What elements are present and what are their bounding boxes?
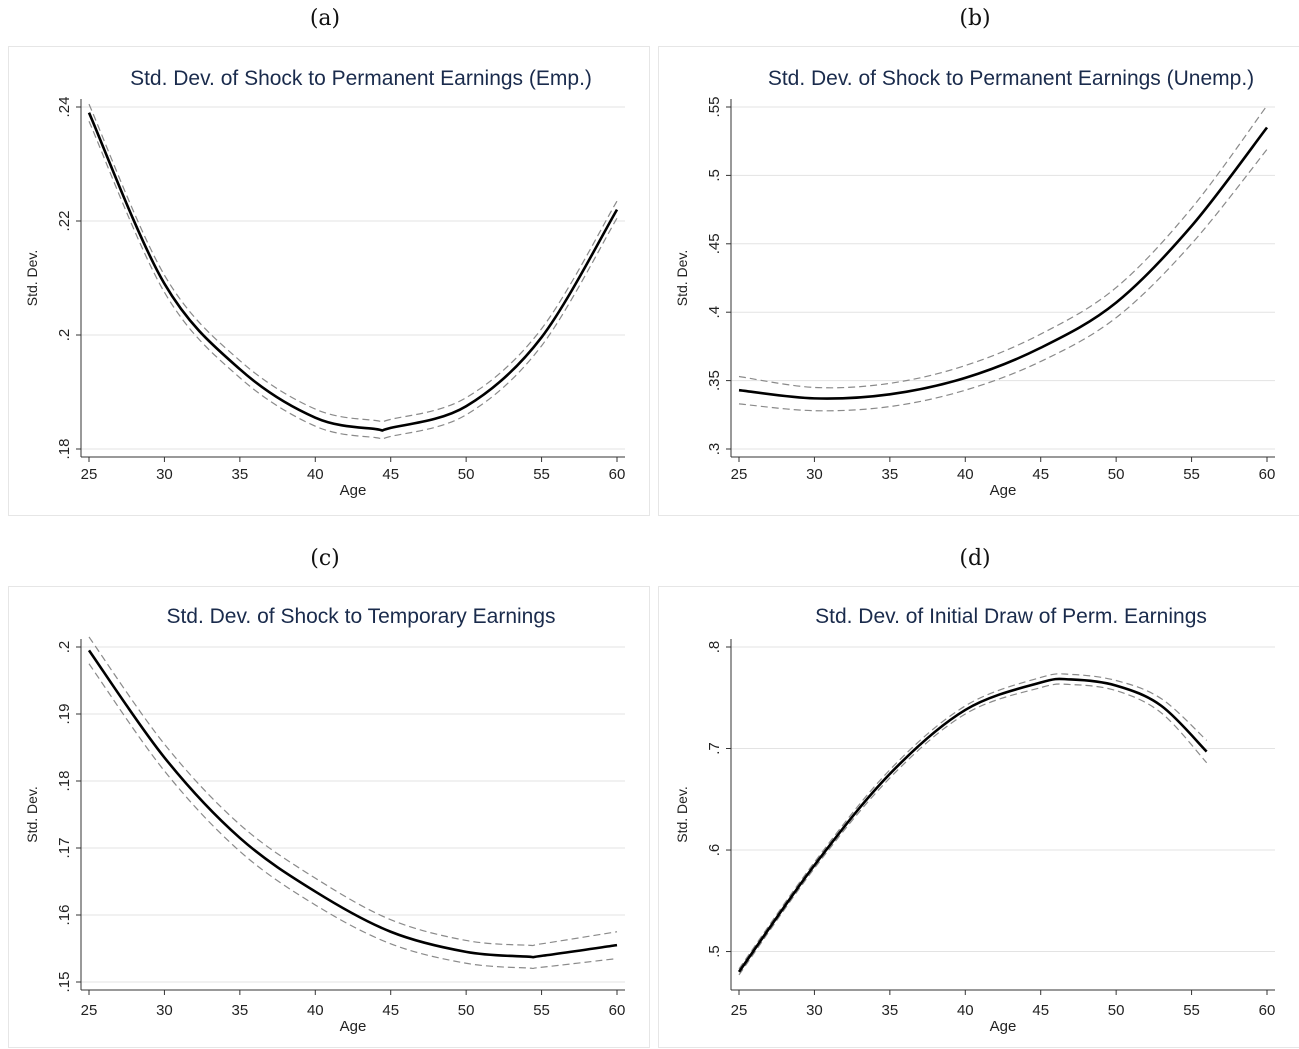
x-tick-label: 40 [957,1002,974,1019]
x-tick-label: 50 [458,1002,475,1019]
x-tick-label: 30 [806,1002,823,1019]
x-tick-label: 25 [81,466,98,483]
y-tick-label: .35 [706,370,723,391]
x-tick-label: 30 [156,1002,173,1019]
y-tick-label: .2 [56,329,73,342]
x-tick-label: 35 [882,1002,899,1019]
chart-d-svg: Std. Dev. of Initial Draw of Perm. Earni… [674,605,1276,1035]
lower-confidence-line [738,149,1268,412]
panel-label-b: (b) [959,6,991,31]
y-axis-label: Std. Dev. [24,250,40,307]
panel-label-c: (c) [310,546,340,571]
y-tick-label: .45 [706,233,723,254]
x-tick-label: 35 [882,466,899,483]
estimate-line [87,649,618,959]
y-tick-label: .4 [706,306,723,319]
chart-c-svg: Std. Dev. of Shock to Temporary Earnings… [24,605,626,1035]
panel-label-d: (d) [959,546,991,571]
x-tick-label: 50 [458,466,475,483]
y-tick-label: .8 [706,641,723,654]
x-tick-label: 40 [307,466,324,483]
x-tick-label: 25 [81,1002,98,1019]
y-tick-label: .22 [56,211,73,232]
x-tick-label: 35 [232,466,249,483]
y-tick-label: .17 [56,838,73,859]
y-tick-label: .24 [56,97,73,118]
x-axis-label: Age [340,1018,367,1035]
chart-panel-a: Std. Dev. of Shock to Permanent Earnings… [8,46,650,516]
x-tick-label: 45 [382,1002,399,1019]
x-tick-label: 45 [382,466,399,483]
x-tick-label: 30 [806,466,823,483]
chart-panel-c: Std. Dev. of Shock to Temporary Earnings… [8,586,650,1048]
y-tick-label: .15 [56,972,73,993]
x-tick-label: 35 [232,1002,249,1019]
y-tick-label: .2 [56,641,73,654]
y-axis-label: Std. Dev. [674,250,690,307]
x-tick-label: 60 [609,1002,626,1019]
x-tick-label: 25 [731,466,748,483]
y-tick-label: .19 [56,704,73,725]
upper-confidence-line [88,636,618,947]
x-tick-label: 40 [957,466,974,483]
lower-confidence-line [738,683,1208,976]
x-tick-label: 45 [1032,1002,1049,1019]
chart-a-svg: Std. Dev. of Shock to Permanent Earnings… [24,67,626,499]
chart-b-svg: Std. Dev. of Shock to Permanent Earnings… [674,67,1276,499]
panel-label-a: (a) [309,6,341,31]
upper-confidence-line [738,105,1268,389]
upper-confidence-line [738,673,1208,970]
x-tick-label: 60 [609,466,626,483]
y-tick-label: .18 [56,771,73,792]
y-tick-label: .6 [706,844,723,857]
x-tick-label: 60 [1259,1002,1276,1019]
estimate-line [87,112,619,432]
x-tick-label: 25 [731,1002,748,1019]
y-tick-label: .16 [56,905,73,926]
x-tick-label: 60 [1259,466,1276,483]
x-axis-label: Age [990,482,1017,499]
x-tick-label: 40 [307,1002,324,1019]
estimate-line [738,126,1269,400]
chart-title: Std. Dev. of Shock to Temporary Earnings [166,605,555,628]
y-tick-label: .55 [706,97,723,118]
x-tick-label: 45 [1032,466,1049,483]
chart-title: Std. Dev. of Shock to Permanent Earnings… [130,67,592,90]
chart-title: Std. Dev. of Shock to Permanent Earnings… [768,67,1254,90]
chart-panel-d: Std. Dev. of Initial Draw of Perm. Earni… [658,586,1299,1048]
x-tick-label: 55 [1183,466,1200,483]
lower-confidence-line [88,663,618,970]
x-axis-label: Age [340,482,367,499]
y-tick-label: .18 [56,439,73,460]
estimate-line [737,677,1208,973]
y-tick-label: .5 [706,945,723,958]
upper-confidence-line [88,103,618,423]
x-tick-label: 50 [1108,466,1125,483]
chart-panel-b: Std. Dev. of Shock to Permanent Earnings… [658,46,1299,516]
x-tick-label: 30 [156,466,173,483]
y-tick-label: .7 [706,742,723,755]
x-tick-label: 55 [1183,1002,1200,1019]
x-tick-label: 50 [1108,1002,1125,1019]
chart-title: Std. Dev. of Initial Draw of Perm. Earni… [815,605,1207,628]
x-axis-label: Age [990,1018,1017,1035]
x-tick-label: 55 [533,1002,550,1019]
x-tick-label: 55 [533,466,550,483]
lower-confidence-line [88,121,618,440]
y-tick-label: .5 [706,169,723,182]
y-tick-label: .3 [706,443,723,456]
y-axis-label: Std. Dev. [674,786,690,843]
y-axis-label: Std. Dev. [24,786,40,843]
